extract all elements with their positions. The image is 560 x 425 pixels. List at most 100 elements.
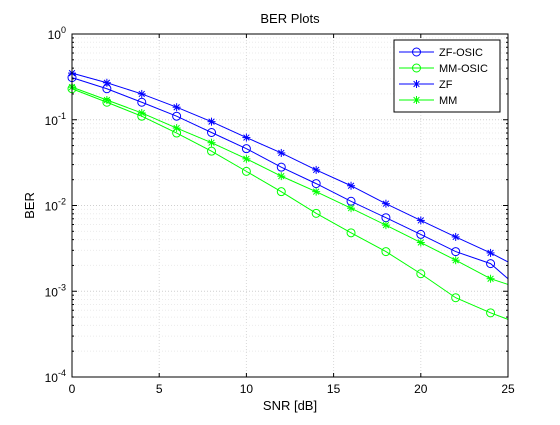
y-tick-label: 10-4 bbox=[45, 368, 66, 385]
data-point-zf bbox=[347, 181, 356, 190]
x-tick-label: 25 bbox=[501, 382, 515, 396]
x-axis-label: SNR [dB] bbox=[263, 398, 317, 413]
data-point-zf-osic bbox=[311, 179, 321, 189]
data-point-zf bbox=[381, 199, 390, 208]
x-tick-label: 20 bbox=[414, 382, 428, 396]
data-point-mm bbox=[102, 95, 111, 104]
series-zf-osic bbox=[67, 73, 509, 280]
data-point-mm-osic bbox=[207, 146, 217, 156]
data-point-zf-osic bbox=[276, 162, 286, 172]
data-point-mm bbox=[486, 274, 495, 283]
star-stroke bbox=[243, 155, 250, 163]
data-point-zf bbox=[312, 165, 321, 174]
star-stroke bbox=[347, 182, 355, 189]
data-point-mm bbox=[381, 221, 390, 230]
data-point-mm-osic bbox=[276, 187, 286, 197]
star-stroke bbox=[413, 96, 420, 104]
tick-layer: 0 5 10 15 20 25 100 10-1 10-2 10-3 10-4 bbox=[45, 25, 515, 396]
y-tick-label: 10-3 bbox=[45, 282, 66, 299]
data-point-zf-osic bbox=[416, 229, 426, 239]
y-tick-label: 10-1 bbox=[45, 111, 66, 128]
data-point-mm bbox=[347, 204, 356, 213]
data-point-zf bbox=[242, 133, 251, 142]
data-point-zf-osic bbox=[172, 111, 182, 121]
data-point-zf bbox=[172, 103, 181, 112]
star-stroke bbox=[452, 233, 459, 241]
data-point-mm bbox=[277, 172, 286, 181]
series-line-zf-osic bbox=[71, 77, 509, 280]
chart-title: BER Plots bbox=[260, 11, 320, 26]
data-point-mm-osic bbox=[311, 208, 321, 218]
star-stroke bbox=[417, 217, 425, 224]
star-stroke bbox=[347, 204, 355, 212]
star-stroke bbox=[417, 239, 425, 246]
star-stroke bbox=[208, 139, 215, 146]
data-point-mm bbox=[312, 187, 321, 196]
x-tick-label: 15 bbox=[327, 382, 341, 396]
star-stroke bbox=[382, 221, 390, 229]
star-stroke bbox=[208, 118, 215, 125]
legend-label: ZF bbox=[439, 79, 453, 91]
star-stroke bbox=[452, 256, 459, 264]
data-point-zf bbox=[137, 89, 146, 98]
legend-marker bbox=[412, 63, 421, 73]
data-point-mm-osic bbox=[486, 308, 496, 318]
star-stroke bbox=[243, 134, 250, 141]
x-tick-label: 5 bbox=[156, 382, 163, 396]
y-axis-label: BER bbox=[22, 192, 37, 219]
series-line-mm bbox=[71, 86, 509, 285]
star-stroke bbox=[138, 90, 145, 98]
data-point-mm bbox=[416, 238, 425, 247]
star-stroke bbox=[487, 275, 494, 282]
star-stroke bbox=[103, 96, 111, 104]
series-line-zf bbox=[71, 72, 509, 263]
legend-entry-mm-osic: MM-OSIC bbox=[399, 63, 488, 75]
y-tick-label: 10-2 bbox=[45, 197, 66, 214]
data-point-zf bbox=[102, 78, 111, 87]
data-point-mm bbox=[451, 256, 460, 265]
data-point-mm-osic bbox=[346, 228, 356, 238]
data-point-zf-osic bbox=[486, 259, 496, 269]
star-stroke bbox=[278, 172, 285, 180]
data-point-mm bbox=[207, 138, 216, 147]
data-point-mm-osic bbox=[381, 247, 391, 257]
data-point-zf-osic bbox=[137, 97, 147, 107]
data-point-zf bbox=[486, 248, 495, 257]
star-stroke bbox=[138, 109, 145, 117]
star-stroke bbox=[382, 200, 390, 207]
star-stroke bbox=[173, 124, 180, 132]
y-tick-label: 100 bbox=[48, 25, 66, 42]
star-stroke bbox=[487, 249, 494, 257]
x-tick-label: 10 bbox=[240, 382, 254, 396]
data-point-mm-osic bbox=[241, 166, 251, 176]
data-point-mm bbox=[172, 124, 181, 133]
data-point-mm-osic bbox=[451, 293, 461, 303]
data-point-zf-osic bbox=[451, 247, 461, 257]
data-point-mm bbox=[242, 154, 251, 163]
x-tick-label: 0 bbox=[69, 382, 76, 396]
star-stroke bbox=[413, 80, 420, 88]
data-point-zf bbox=[207, 117, 216, 126]
legend-entry-zf-osic: ZF-OSIC bbox=[399, 47, 483, 59]
star-stroke bbox=[173, 103, 180, 111]
legend-label: MM-OSIC bbox=[439, 63, 488, 75]
legend-marker bbox=[412, 96, 421, 104]
legend: ZF-OSIC MM-OSIC ZF MM bbox=[393, 39, 501, 113]
legend-entry-mm: MM bbox=[399, 95, 457, 107]
star-stroke bbox=[312, 188, 320, 195]
series-mm bbox=[68, 83, 509, 285]
data-point-mm-osic bbox=[416, 269, 426, 279]
legend-marker bbox=[412, 80, 421, 88]
data-point-mm bbox=[137, 108, 146, 117]
data-point-zf-osic bbox=[207, 128, 217, 138]
series-line-mm-osic bbox=[71, 88, 509, 320]
legend-marker bbox=[412, 47, 421, 57]
star-stroke bbox=[103, 79, 111, 86]
data-point-zf bbox=[277, 148, 286, 157]
star-stroke bbox=[312, 166, 320, 174]
data-point-zf-osic bbox=[241, 144, 251, 154]
star-stroke bbox=[278, 149, 285, 157]
legend-label: MM bbox=[439, 95, 457, 107]
legend-entry-zf: ZF bbox=[399, 79, 453, 91]
